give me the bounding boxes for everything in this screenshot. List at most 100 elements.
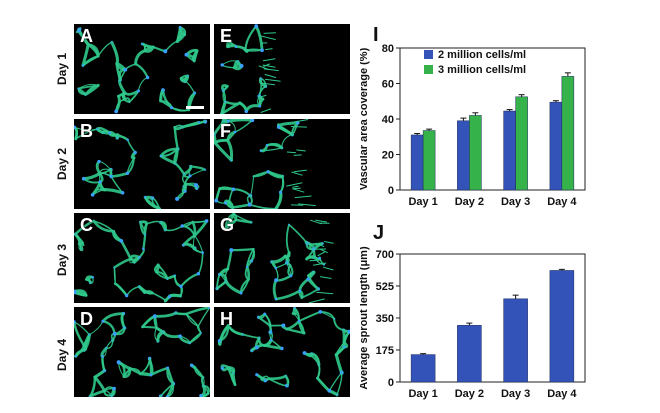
nucleus: [274, 297, 278, 301]
x-tick-label: Day 4: [547, 388, 577, 400]
nucleus: [81, 176, 86, 181]
nucleus: [224, 201, 228, 205]
chart-letter-j: J: [373, 222, 385, 244]
x-tick-label: Day 2: [455, 388, 484, 400]
vessel-segment: [274, 289, 302, 301]
vessel-segment: [92, 219, 115, 233]
vessel-segment: [248, 203, 277, 209]
sprout: [291, 126, 307, 128]
nucleus: [233, 130, 237, 134]
vessel-segment: [114, 94, 121, 113]
vessel-segment: [175, 26, 183, 43]
nucleus: [89, 395, 91, 397]
nucleus: [288, 223, 290, 226]
nucleus: [149, 373, 153, 377]
nucleus: [159, 154, 163, 158]
nucleus: [246, 265, 249, 268]
y-axis-label: Vascular area coverage (%): [360, 47, 370, 190]
sprout: [291, 171, 303, 176]
vessel-segment: [226, 248, 233, 271]
vessel-segment: [159, 221, 167, 232]
sprout: [293, 119, 309, 123]
nucleus: [138, 285, 141, 288]
panel-letter-b: B: [80, 121, 93, 141]
nucleus: [77, 29, 81, 33]
micrograph-b: B: [74, 119, 210, 209]
vessel-segment: [126, 286, 141, 297]
nucleus: [90, 193, 95, 197]
vessel-segment: [181, 121, 201, 129]
nucleus: [263, 379, 267, 383]
sprout: [265, 78, 281, 82]
nucleus: [145, 75, 150, 80]
vessel-segment: [74, 320, 86, 347]
vessel-segment: [167, 294, 182, 299]
nucleus: [250, 119, 255, 123]
nucleus: [347, 329, 350, 334]
nucleus: [182, 243, 185, 247]
nucleus: [289, 274, 293, 278]
nucleus: [255, 345, 259, 350]
sprout: [263, 32, 277, 34]
bar-3-million-cells-ml-3: [561, 76, 575, 191]
vessel-segment: [184, 80, 196, 94]
vessel-segment: [95, 160, 102, 175]
nucleus: [166, 366, 170, 370]
bar-3-million-cells-ml-2: [515, 96, 528, 191]
vessel-segment: [298, 310, 322, 323]
vessel-segment: [285, 327, 306, 335]
vessel-network: [220, 24, 281, 114]
vessel-segment: [254, 24, 264, 52]
nucleus: [230, 159, 233, 161]
micrograph-c: C: [74, 213, 210, 303]
vessel-segment: [226, 119, 254, 123]
nucleus: [116, 360, 121, 365]
nucleus: [170, 106, 174, 110]
vessel-segment: [141, 315, 156, 328]
x-tick-label: Day 3: [501, 388, 530, 400]
sprout: [317, 251, 325, 257]
vessel-segment: [300, 288, 320, 299]
nucleus: [142, 247, 145, 251]
vessel-segment: [134, 49, 147, 66]
sprout: [313, 262, 327, 266]
nucleus: [178, 334, 182, 338]
nucleus: [217, 339, 221, 343]
nucleus: [244, 109, 248, 114]
sprout: [316, 291, 334, 295]
micrograph-e: E: [214, 24, 350, 114]
vessel-segment: [244, 104, 262, 113]
bar-series-0: [410, 354, 436, 383]
sprout: [260, 108, 272, 113]
vessel-segment: [93, 220, 115, 233]
vessel-segment: [275, 262, 288, 269]
y-tick-label: 0: [388, 377, 394, 389]
sprout: [310, 219, 323, 225]
vessel-segment: [98, 160, 112, 171]
nucleus: [201, 251, 204, 254]
nucleus: [276, 125, 281, 129]
nucleus: [101, 319, 105, 323]
y-axis-label: Average sprout length (μm): [360, 246, 370, 390]
vessel-segment: [298, 277, 310, 293]
vessel-segment: [118, 78, 127, 95]
vessel-segment: [129, 254, 141, 261]
x-tick-label: Day 1: [408, 196, 437, 208]
vessel-segment: [101, 355, 106, 372]
vessel-segment: [134, 62, 149, 79]
sprout: [286, 151, 297, 154]
vessel-segment: [138, 247, 145, 259]
nucleus: [126, 138, 129, 142]
nucleus: [98, 180, 102, 184]
nucleus: [109, 174, 113, 179]
nucleus: [74, 125, 76, 130]
vessel-segment: [227, 324, 244, 336]
chart-vascular-area-coverage: 0 20 40 60 80 Vascular area coverage (%) Day 1…: [360, 43, 586, 208]
nucleus: [144, 196, 147, 199]
legend-swatch: [424, 50, 433, 59]
nucleus: [302, 351, 307, 355]
vessel-segment: [140, 42, 155, 49]
nucleus: [108, 131, 111, 135]
nucleus: [220, 366, 224, 370]
nucleus: [166, 278, 169, 280]
